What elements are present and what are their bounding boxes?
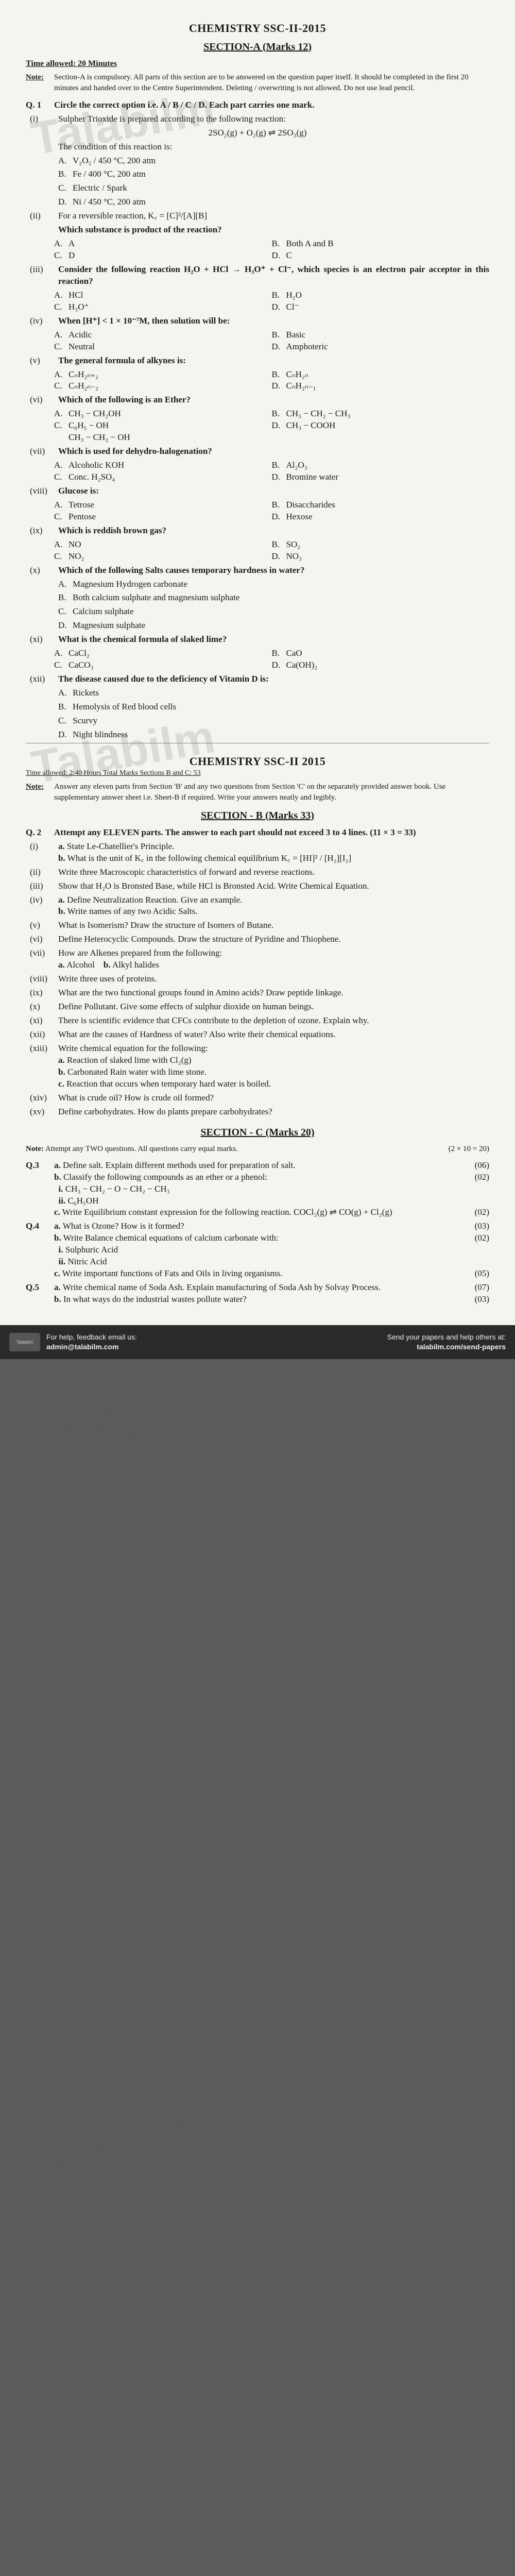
q2-vii: (vii)How are Alkenes prepared from the f… — [26, 947, 489, 971]
q1-v-options: A.CₙH₂ₙ₊₂ B.CₙH₂ₙ C.CₙH₂ₙ₋₂ D.CₙH₂ₙ₋₁ — [54, 369, 489, 393]
option: A.V₂O₅ / 450 °C, 200 atm — [58, 155, 489, 167]
q2-instruction: Attempt any ELEVEN parts. The answer to … — [54, 827, 489, 839]
q1-vi-options: A.CH₃ − CH₂OH B.CH₃ − CH₂ − CH₃ C.C₆H₅ −… — [54, 408, 489, 444]
q1-vii-text: Which is used for dehydro-halogenation? — [58, 446, 489, 457]
q1-iii-text: Consider the following reaction H₂O + HC… — [58, 264, 489, 287]
option: A.Rickets — [58, 687, 489, 699]
q1-v: (v) The general formula of alkynes is: — [26, 355, 489, 367]
part-number: (i) — [26, 113, 58, 125]
q1-viii-options: A.Tetrose B.Disaccharides C.Pentose D.He… — [54, 499, 489, 523]
q1-xi-options: A.CaCl₂ B.CaO C.CaCO₃ D.Ca(OH)₂ — [54, 648, 489, 671]
section-b-note: Note: Answer any eleven parts from Secti… — [26, 782, 489, 803]
q1-xi: (xi) What is the chemical formula of sla… — [26, 634, 489, 646]
time-allowed: Time allowed: 20 Minutes — [26, 58, 489, 70]
q1-vii: (vii) Which is used for dehydro-halogena… — [26, 446, 489, 457]
q2-header: Q. 2 Attempt any ELEVEN parts. The answe… — [26, 827, 489, 839]
q2-xv: (xv)Define carbohydrates. How do plants … — [26, 1106, 489, 1118]
q1-header: Q. 1 Circle the correct option i.e. A / … — [26, 99, 489, 111]
q2-x: (x)Define Pollutant. Give some effects o… — [26, 1001, 489, 1013]
section-b-note-text: Answer any eleven parts from Section 'B'… — [54, 782, 489, 803]
q1-ix-options: A.NO B.SO₂ C.NO₂ D.NO₃ — [54, 539, 489, 563]
q5: Q.5 a. Write chemical name of Soda Ash. … — [26, 1282, 489, 1306]
q2-i: (i)a. State Le-Chatellier's Principle.b.… — [26, 841, 489, 865]
q1-v-text: The general formula of alkynes is: — [58, 355, 489, 367]
note-label: Note: — [26, 72, 54, 93]
exam-paper: Talabilm Talabilm Talabilm Talabilm CHEM… — [0, 0, 515, 1359]
option: C.Electric / Spark — [58, 182, 489, 194]
watermark: Talabilm — [27, 1376, 219, 1469]
footer-link[interactable]: talabilm.com/send-papers — [387, 1342, 506, 1352]
footer-logo: Talabilm — [9, 1333, 40, 1351]
section-b-paper-title: CHEMISTRY SSC-II 2015 — [26, 754, 489, 769]
q1-iv-options: A.Acidic B.Basic C.Neutral D.Amphoteric — [54, 329, 489, 353]
q2-viii: (viii)Write three uses of proteins. — [26, 973, 489, 985]
q2-iv: (iv)a. Define Neutralization Reaction. G… — [26, 894, 489, 918]
q1-iv-text: When [H⁺] < 1 × 10⁻⁷M, then solution wil… — [58, 315, 489, 327]
option: B.Fe / 400 °C, 200 atm — [58, 168, 489, 180]
note-text: Section-A is compulsory. All parts of th… — [54, 72, 489, 93]
watermark: Talabilm — [27, 2097, 219, 2191]
q1-ix-text: Which is reddish brown gas? — [58, 525, 489, 537]
paper-title: CHEMISTRY SSC-II-2015 — [26, 21, 489, 36]
q2-ii: (ii)Write three Macroscopic characterist… — [26, 867, 489, 878]
q1-i-equation: 2SO₂(g) + O₂(g) ⇌ 2SO₃(g) — [26, 127, 489, 139]
q1-ii-options: A.A B.Both A and B C.D D.C — [54, 238, 489, 262]
q1-number: Q. 1 — [26, 99, 54, 111]
q2-xi: (xi)There is scientific evidence that CF… — [26, 1015, 489, 1027]
section-b-title: SECTION - B (Marks 33) — [26, 809, 489, 823]
q2-xiv: (xiv)What is crude oil? How is crude oil… — [26, 1092, 489, 1104]
option: D.Ni / 450 °C, 200 atm — [58, 196, 489, 208]
q4: Q.4 a. What is Ozone? How is it formed? … — [26, 1221, 489, 1280]
q2-xiii: (xiii)Write chemical equation for the fo… — [26, 1043, 489, 1090]
q1-xii: (xii) The disease caused due to the defi… — [26, 673, 489, 685]
footer-send-text: Send your papers and help others at: — [387, 1332, 506, 1342]
footer-email[interactable]: admin@talabilm.com — [46, 1342, 137, 1352]
q2-vi: (vi)Define Heterocyclic Compounds. Draw … — [26, 934, 489, 945]
q1-i: (i) Sulpher Trioxide is prepared accordi… — [26, 113, 489, 125]
option: A.Magnesium Hydrogen carbonate — [58, 579, 489, 590]
section-c-title: SECTION - C (Marks 20) — [26, 1126, 489, 1140]
q2-iii: (iii)Show that H₂O is Bronsted Base, whi… — [26, 880, 489, 892]
q1-xi-text: What is the chemical formula of slaked l… — [58, 634, 489, 646]
q1-x: (x) Which of the following Salts causes … — [26, 565, 489, 577]
q2-number: Q. 2 — [26, 827, 54, 839]
footer: Talabilm For help, feedback email us: ad… — [0, 1325, 515, 1359]
section-c-marks: (2 × 10 = 20) — [449, 1144, 489, 1154]
option: B.Both calcium sulphate and magnesium su… — [58, 592, 489, 604]
q1-iii-options: A.HCl B.H₂O C.H₃O⁺ D.Cl⁻ — [54, 290, 489, 313]
option: C.Scurvy — [58, 715, 489, 727]
q1-i-text: Sulpher Trioxide is prepared according t… — [58, 113, 489, 125]
q1-vii-options: A.Alcoholic KOH B.Al₂O₃ C.Conc. H₂SO₄ D.… — [54, 460, 489, 483]
section-a-title: SECTION-A (Marks 12) — [26, 40, 489, 54]
q1-viii: (viii) Glucose is: — [26, 485, 489, 497]
q2-v: (v)What is Isomerism? Draw the structure… — [26, 920, 489, 931]
q1-iv: (iv) When [H⁺] < 1 × 10⁻⁷M, then solutio… — [26, 315, 489, 327]
q3: Q.3 a. Define salt. Explain different me… — [26, 1160, 489, 1219]
option: D.Magnesium sulphate — [58, 620, 489, 632]
section-b-time: Time allowed: 2:40 Hours Total Marks Sec… — [26, 769, 489, 778]
option: B.Hemolysis of Red blood cells — [58, 701, 489, 713]
footer-help-text: For help, feedback email us: — [46, 1332, 137, 1342]
q1-xii-text: The disease caused due to the deficiency… — [58, 673, 489, 685]
q1-i-cond: The condition of this reaction is: — [58, 141, 489, 153]
option: C.Calcium sulphate — [58, 606, 489, 618]
q1-vi: (vi) Which of the following is an Ether? — [26, 394, 489, 406]
q1-viii-text: Glucose is: — [58, 485, 489, 497]
q1-vi-text: Which of the following is an Ether? — [58, 394, 489, 406]
q1-ii-sub: Which substance is product of the reacti… — [58, 224, 489, 236]
q1-iii: (iii) Consider the following reaction H₂… — [26, 264, 489, 287]
q2-xii: (xii)What are the causes of Hardness of … — [26, 1029, 489, 1041]
q1-ii: (ii) For a reversible reaction, K꜀ = [C]… — [26, 210, 489, 222]
q1-instruction: Circle the correct option i.e. A / B / C… — [54, 99, 489, 111]
q2-marks: (11 × 3 = 33) — [370, 827, 416, 837]
q1-ix: (ix) Which is reddish brown gas? — [26, 525, 489, 537]
section-a-note: Note: Section-A is compulsory. All parts… — [26, 72, 489, 93]
option: D.Night blindness — [58, 729, 489, 741]
q1-ii-text: For a reversible reaction, K꜀ = [C]²/[A]… — [58, 210, 489, 222]
section-c-note: Note: Attempt any TWO questions. All que… — [26, 1144, 489, 1154]
q2-ix: (ix)What are the two functional groups f… — [26, 987, 489, 999]
q1-x-text: Which of the following Salts causes temp… — [58, 565, 489, 577]
